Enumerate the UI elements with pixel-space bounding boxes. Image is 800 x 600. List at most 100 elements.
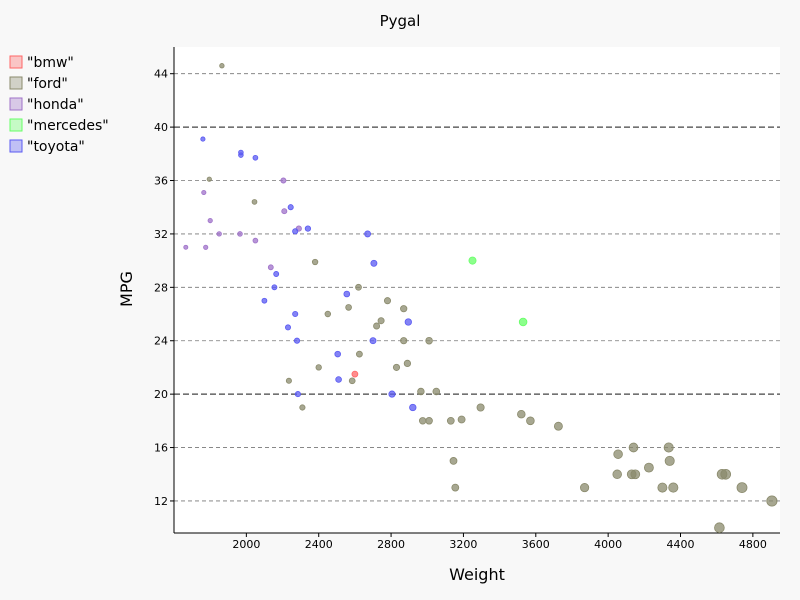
legend-label: "bmw" bbox=[27, 55, 74, 71]
data-point bbox=[207, 218, 213, 224]
y-tick-label: 20 bbox=[154, 388, 168, 401]
data-point bbox=[418, 417, 427, 425]
data-point bbox=[425, 336, 433, 345]
data-point bbox=[284, 324, 291, 331]
data-point bbox=[203, 244, 209, 250]
y-tick-label: 40 bbox=[154, 121, 168, 134]
legend-swatch bbox=[9, 97, 23, 111]
data-points bbox=[183, 63, 778, 533]
data-point bbox=[404, 318, 412, 326]
data-point bbox=[273, 271, 280, 277]
data-point bbox=[216, 231, 222, 237]
data-point bbox=[238, 152, 244, 158]
data-point bbox=[351, 370, 359, 378]
data-point bbox=[364, 230, 372, 238]
data-point bbox=[293, 337, 301, 344]
legend-label: "toyota" bbox=[27, 139, 85, 155]
data-point bbox=[714, 522, 725, 533]
data-point bbox=[612, 469, 622, 480]
data-point bbox=[400, 305, 408, 313]
axes bbox=[173, 47, 780, 534]
data-point bbox=[657, 482, 668, 493]
data-point bbox=[766, 495, 778, 507]
data-point bbox=[449, 457, 458, 465]
data-point bbox=[299, 404, 306, 411]
data-point bbox=[271, 284, 278, 291]
data-point bbox=[370, 259, 378, 267]
y-tick-label: 28 bbox=[154, 281, 168, 294]
data-point bbox=[267, 264, 274, 271]
data-point bbox=[324, 310, 332, 318]
data-point bbox=[343, 290, 351, 298]
data-point bbox=[417, 387, 425, 396]
data-point bbox=[518, 317, 528, 327]
data-point bbox=[285, 377, 292, 384]
y-tick-label: 44 bbox=[154, 68, 168, 81]
data-point bbox=[403, 359, 412, 368]
legend-label: "mercedes" bbox=[27, 118, 109, 134]
y-tick-label: 36 bbox=[154, 175, 168, 188]
data-point bbox=[252, 237, 259, 244]
data-point bbox=[206, 176, 212, 182]
data-point bbox=[280, 177, 287, 184]
legend-swatch bbox=[9, 55, 23, 69]
x-tick-label: 3200 bbox=[449, 538, 477, 551]
x-tick-label: 2800 bbox=[377, 538, 405, 551]
x-tick-label: 4800 bbox=[739, 538, 767, 551]
data-point bbox=[613, 449, 623, 459]
data-point bbox=[457, 415, 466, 424]
data-point bbox=[630, 469, 641, 480]
data-point bbox=[476, 403, 485, 412]
x-tick-labels: 2000 2400 2800 3200 3600 4000 4400 4800 bbox=[232, 533, 767, 551]
data-point bbox=[432, 387, 441, 396]
data-point bbox=[643, 462, 654, 473]
data-point bbox=[252, 154, 259, 161]
legend-label: "ford" bbox=[27, 76, 68, 92]
data-point bbox=[400, 337, 408, 345]
data-point bbox=[720, 468, 732, 480]
data-point bbox=[294, 391, 301, 398]
data-point bbox=[287, 204, 294, 211]
data-point bbox=[468, 256, 477, 265]
data-point bbox=[383, 297, 392, 305]
data-point bbox=[251, 199, 258, 205]
data-point bbox=[311, 258, 319, 266]
legend-swatch bbox=[9, 118, 23, 132]
data-point bbox=[425, 417, 433, 425]
data-point bbox=[517, 409, 526, 419]
chart-title: Pygal bbox=[380, 12, 421, 30]
data-point bbox=[201, 189, 207, 196]
plot-area bbox=[174, 47, 780, 533]
data-point bbox=[355, 283, 362, 291]
data-point bbox=[315, 364, 322, 371]
data-point bbox=[348, 377, 356, 385]
x-tick-label: 2400 bbox=[305, 538, 333, 551]
legend-label: "honda" bbox=[27, 97, 84, 113]
data-point bbox=[553, 421, 563, 431]
data-point bbox=[373, 322, 381, 330]
legend-swatch bbox=[9, 76, 23, 90]
data-point bbox=[369, 337, 377, 345]
data-point bbox=[281, 208, 288, 215]
data-point bbox=[668, 482, 679, 493]
data-point bbox=[183, 244, 189, 250]
data-point bbox=[237, 231, 243, 237]
data-point bbox=[388, 390, 396, 398]
data-point bbox=[335, 376, 342, 383]
legend-swatch bbox=[9, 139, 23, 153]
data-point bbox=[304, 225, 312, 232]
data-point bbox=[261, 297, 268, 304]
x-tick-label: 2000 bbox=[232, 538, 260, 551]
data-point bbox=[334, 350, 341, 358]
y-tick-label: 24 bbox=[154, 335, 168, 348]
data-point bbox=[292, 228, 299, 235]
y-axis-title: MPG bbox=[117, 271, 136, 307]
data-point bbox=[446, 416, 455, 425]
data-point bbox=[663, 442, 674, 453]
data-point bbox=[292, 310, 299, 318]
y-tick-label: 16 bbox=[154, 442, 168, 455]
data-point bbox=[409, 403, 417, 412]
data-point bbox=[526, 416, 535, 426]
x-tick-label: 4000 bbox=[594, 538, 622, 551]
